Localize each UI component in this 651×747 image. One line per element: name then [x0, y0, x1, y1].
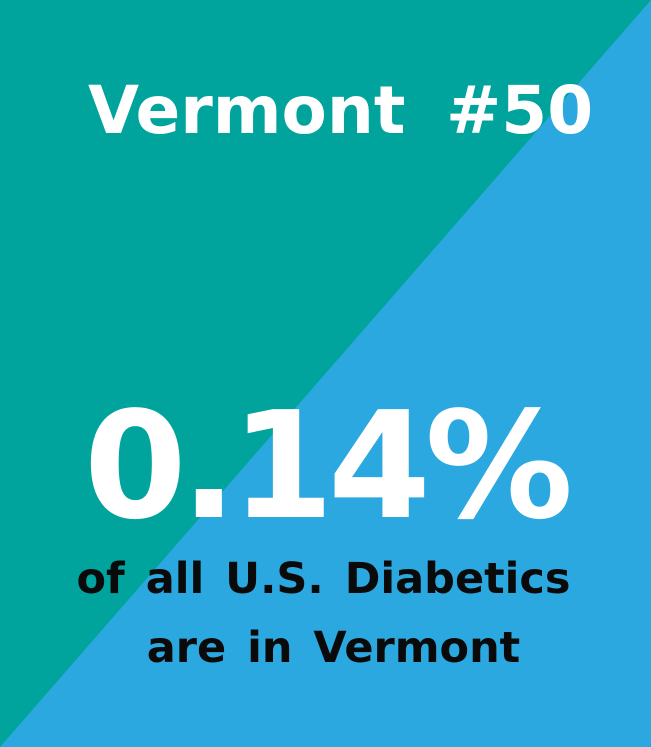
- state-rank: #50: [446, 72, 594, 149]
- stat-caption-line-1: of all U.S. Diabetics: [76, 554, 571, 604]
- stat-caption-line-2: are in Vermont: [146, 623, 521, 673]
- state-name: Vermont: [88, 72, 406, 149]
- diabetics-share-percentage: 0.14%: [83, 380, 573, 552]
